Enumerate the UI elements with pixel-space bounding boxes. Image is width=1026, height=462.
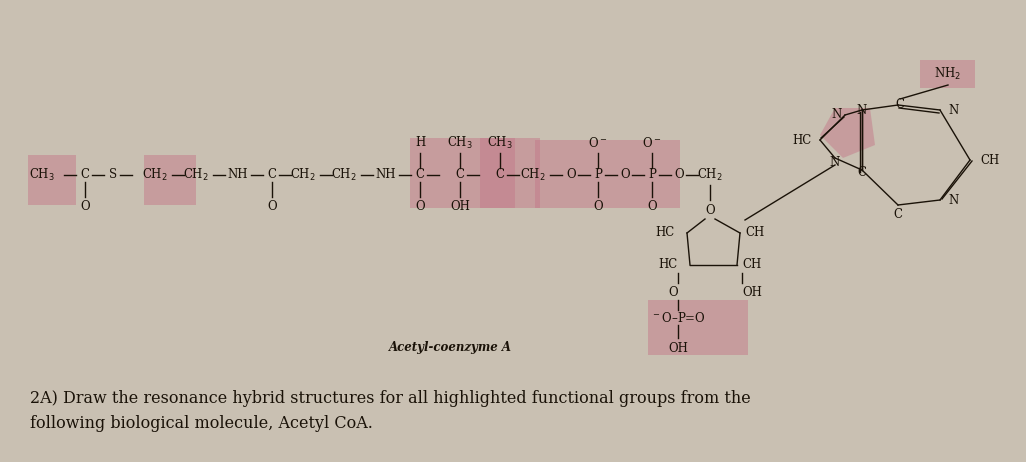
- Text: 2A) Draw the resonance hybrid structures for all highlighted functional groups f: 2A) Draw the resonance hybrid structures…: [30, 390, 751, 407]
- Text: O: O: [566, 169, 576, 182]
- Text: O: O: [593, 201, 603, 213]
- Text: CH$_3$: CH$_3$: [29, 167, 55, 183]
- Bar: [480, 138, 540, 208]
- Bar: [410, 138, 515, 208]
- Text: following biological molecule, Acetyl CoA.: following biological molecule, Acetyl Co…: [30, 415, 372, 432]
- Text: N: N: [948, 194, 958, 207]
- Text: C: C: [896, 98, 905, 111]
- Text: O: O: [267, 201, 277, 213]
- Text: $^-$O–P=O: $^-$O–P=O: [650, 311, 706, 325]
- Text: HC: HC: [659, 259, 678, 272]
- Text: O: O: [80, 201, 90, 213]
- Text: O: O: [620, 169, 630, 182]
- Text: O$^-$: O$^-$: [642, 136, 662, 150]
- Bar: [535, 140, 680, 208]
- Text: CH$_2$: CH$_2$: [183, 167, 209, 183]
- Text: CH$_2$: CH$_2$: [331, 167, 357, 183]
- Bar: [28, 155, 76, 205]
- Polygon shape: [820, 108, 875, 158]
- Text: CH: CH: [742, 259, 761, 272]
- Text: N: N: [830, 156, 840, 169]
- Text: C: C: [894, 208, 903, 221]
- Text: H: H: [415, 136, 425, 150]
- Text: HC: HC: [656, 226, 675, 239]
- Text: OH: OH: [450, 201, 470, 213]
- Text: NH: NH: [376, 169, 396, 182]
- Text: CH: CH: [980, 153, 999, 166]
- Text: CH$_2$: CH$_2$: [290, 167, 316, 183]
- Text: CH$_2$: CH$_2$: [143, 167, 168, 183]
- Text: C: C: [858, 166, 867, 180]
- Bar: [920, 60, 975, 88]
- Text: N: N: [832, 109, 842, 122]
- Bar: [648, 300, 748, 355]
- Text: CH: CH: [745, 226, 764, 239]
- Text: O: O: [647, 201, 657, 213]
- Text: OH: OH: [742, 286, 762, 299]
- Text: O: O: [416, 201, 425, 213]
- Text: CH$_3$: CH$_3$: [447, 135, 473, 151]
- Text: OH: OH: [668, 341, 688, 354]
- Text: P: P: [648, 169, 656, 182]
- Text: O: O: [674, 169, 683, 182]
- Text: O$^-$: O$^-$: [588, 136, 607, 150]
- Text: C: C: [80, 169, 89, 182]
- Text: CH$_2$: CH$_2$: [697, 167, 723, 183]
- Text: C: C: [268, 169, 276, 182]
- Text: C: C: [496, 169, 505, 182]
- Text: Acetyl-coenzyme A: Acetyl-coenzyme A: [389, 341, 512, 354]
- Text: NH: NH: [228, 169, 248, 182]
- Text: HC: HC: [793, 134, 812, 146]
- Text: C: C: [416, 169, 425, 182]
- Text: P: P: [594, 169, 602, 182]
- Bar: [144, 155, 196, 205]
- Text: N: N: [857, 103, 867, 116]
- Text: CH$_2$: CH$_2$: [520, 167, 546, 183]
- Text: CH$_3$: CH$_3$: [487, 135, 513, 151]
- Text: N: N: [948, 103, 958, 116]
- Text: C: C: [456, 169, 465, 182]
- Text: O: O: [705, 203, 715, 217]
- Text: NH$_2$: NH$_2$: [935, 66, 961, 82]
- Text: O: O: [668, 286, 678, 299]
- Text: S: S: [109, 169, 117, 182]
